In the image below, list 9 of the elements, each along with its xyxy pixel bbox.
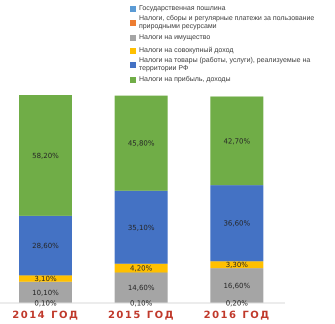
bar [19, 95, 72, 216]
x-tick-label: 2014 ГОД [12, 310, 80, 322]
bar [210, 185, 264, 262]
bar [19, 216, 72, 276]
bar [114, 96, 168, 191]
x-tick-label: 2016 ГОД [204, 310, 271, 322]
x-tick-label: 2015 ГОД [108, 310, 176, 322]
bar [210, 96, 264, 186]
bar [114, 190, 168, 264]
